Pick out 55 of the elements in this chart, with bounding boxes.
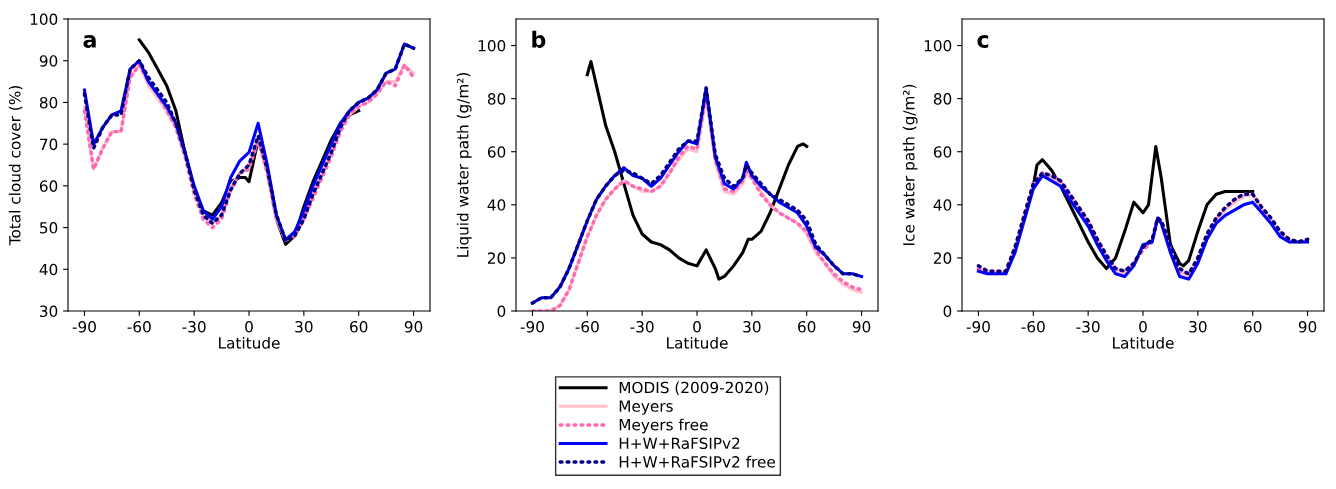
x-tick-label: 0 (1139, 320, 1147, 333)
y-tick-label: 20 (487, 252, 506, 264)
x-tick-label: 60 (798, 320, 816, 333)
x-axis-title: Latitude (667, 336, 728, 349)
x-tick-label: 30 (743, 320, 761, 333)
x-tick-label: 60 (1244, 320, 1262, 333)
y-tick-label: 50 (40, 222, 58, 234)
x-tick-label: 0 (693, 320, 701, 333)
text: c (977, 35, 989, 48)
legend-label: Meyers (619, 400, 673, 415)
x-tick-label: 60 (350, 320, 368, 333)
y-tick-label: 70 (40, 138, 58, 151)
x-tick-label: -30 (1076, 320, 1100, 333)
y-tick-label: 80 (487, 93, 506, 105)
x-tick-label: 30 (295, 320, 313, 333)
y-tick-label: 20 (933, 252, 952, 264)
y-axis-title: Ice water path (g/m²) (902, 84, 918, 245)
y-axis-title: Total cloud cover (%) (8, 86, 23, 246)
x-tick-label: 0 (245, 320, 253, 333)
x-tick-label: -30 (630, 320, 654, 333)
legend-label: H+W+RaFSIPv2 free (619, 455, 775, 468)
legend-label: H+W+RaFSIPv2 (619, 437, 740, 450)
y-tick-label: 0 (943, 305, 952, 318)
y-tick-label: 80 (933, 93, 952, 105)
x-tick-label: 90 (404, 320, 423, 333)
y-tick-label: 0 (497, 305, 506, 318)
x-tick-label: 30 (1189, 320, 1207, 333)
y-tick-label: 40 (933, 199, 952, 211)
x-tick-label: -90 (966, 320, 990, 333)
x-tick-label: 90 (1298, 320, 1317, 333)
x-tick-label: -90 (520, 320, 544, 333)
chart-title: b (532, 30, 546, 48)
legend-label: MODIS (2009-2020) (619, 381, 769, 396)
y-tick-label: 60 (933, 146, 952, 158)
y-tick-label: 90 (39, 55, 58, 67)
text: a (83, 35, 96, 48)
x-tick-label: 90 (852, 320, 871, 333)
x-axis-title: Latitude (1113, 336, 1174, 349)
x-tick-label: -30 (182, 320, 206, 333)
x-tick-label: -60 (1021, 320, 1045, 333)
y-tick-label: 100 (478, 40, 506, 52)
x-tick-label: -60 (575, 320, 599, 333)
legend-label: Meyers free (619, 418, 708, 434)
x-axis-title: Latitude (219, 336, 280, 349)
y-tick-label: 30 (40, 305, 58, 318)
y-axis-title: Liquid water path (g/m²) (456, 72, 472, 257)
y-tick-label: 40 (39, 263, 58, 276)
x-tick-label: -90 (72, 320, 96, 333)
y-tick-label: 100 (30, 13, 58, 26)
y-tick-label: 40 (487, 199, 506, 211)
y-tick-label: 60 (39, 180, 58, 192)
y-tick-label: 60 (487, 146, 506, 158)
y-tick-label: 80 (39, 96, 58, 109)
x-tick-label: -60 (127, 320, 151, 333)
y-tick-label: 100 (924, 40, 952, 52)
